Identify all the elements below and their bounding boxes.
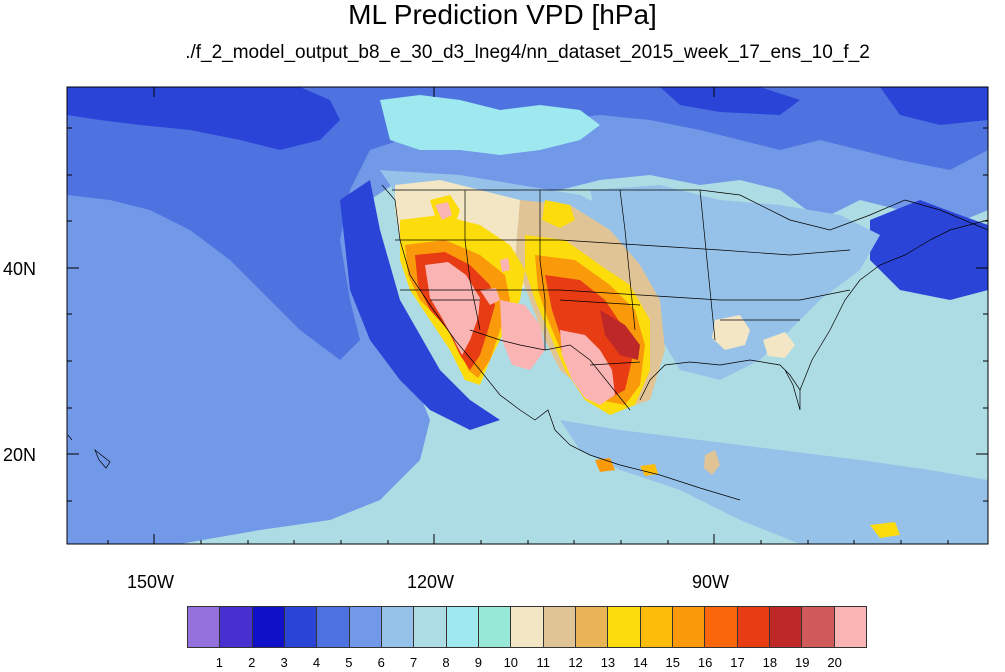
colorbar-swatch <box>381 607 415 647</box>
colorbar-swatch <box>511 607 544 647</box>
colorbar-swatch <box>834 607 866 647</box>
colorbar-level-label: 17 <box>730 655 745 670</box>
lon-label-150w: 150W <box>127 572 175 592</box>
colorbar-level-label: 14 <box>633 655 648 670</box>
colorbar-swatch <box>188 607 221 647</box>
colorbar-level-label: 18 <box>762 655 778 670</box>
colorbar-level-label: 6 <box>377 655 385 670</box>
lat-label-20n: 20N <box>3 445 37 465</box>
colorbar-level-label: 19 <box>795 655 810 670</box>
lon-label-120w: 120W <box>407 572 455 592</box>
colorbar-swatch <box>575 607 609 647</box>
colorbar-level-label: 15 <box>665 655 680 670</box>
colorbar-level-label: 20 <box>827 655 842 670</box>
colorbar-swatch <box>284 607 318 647</box>
map-title: ML Prediction VPD [hPa] <box>348 0 657 30</box>
vpd-map <box>66 86 989 545</box>
colorbar-swatch <box>705 607 738 647</box>
colorbar-level-label: 4 <box>312 655 321 670</box>
colorbar <box>187 606 867 648</box>
colorbar-swatch <box>317 607 350 647</box>
map-subtitle: ./f_2_model_output_b8_e_30_d3_lneg4/nn_d… <box>185 42 870 63</box>
colorbar-level-label: 2 <box>248 655 256 670</box>
colorbar-labels: 1 2 3 4 5 6 7 8 9 10 11 12 13 14 15 16 17 18 19 20 <box>187 656 867 672</box>
colorbar-level-label: 5 <box>345 655 353 670</box>
lat-label-40n: 40N <box>3 259 37 279</box>
colorbar-level-label: 1 <box>215 655 223 670</box>
colorbar-swatch <box>737 607 770 647</box>
lon-label-90w: 90W <box>692 572 730 592</box>
colorbar-swatch <box>252 607 285 647</box>
colorbar-level-label: 3 <box>280 655 288 670</box>
colorbar-swatch <box>478 607 512 647</box>
colorbar-swatch <box>802 607 835 647</box>
colorbar-swatch <box>672 607 706 647</box>
colorbar-swatch <box>608 607 641 647</box>
map-boundaries <box>67 184 988 501</box>
colorbar-level-label: 8 <box>442 655 450 670</box>
colorbar-level-label: 10 <box>503 655 519 670</box>
colorbar-level-label: 9 <box>474 655 483 670</box>
vpd-field <box>67 87 988 544</box>
axis-ticks <box>67 87 988 544</box>
colorbar-swatch <box>769 607 803 647</box>
colorbar-level-label: 16 <box>697 655 713 670</box>
colorbar-swatch <box>414 607 447 647</box>
colorbar-swatch <box>220 607 253 647</box>
colorbar-swatch <box>446 607 479 647</box>
colorbar-level-label: 13 <box>600 655 616 670</box>
colorbar-level-label: 11 <box>536 655 550 670</box>
colorbar-level-label: 12 <box>568 655 583 670</box>
colorbar-swatch <box>543 607 576 647</box>
colorbar-swatch <box>640 607 673 647</box>
colorbar-level-label: 7 <box>410 655 418 670</box>
colorbar-swatch <box>349 607 382 647</box>
